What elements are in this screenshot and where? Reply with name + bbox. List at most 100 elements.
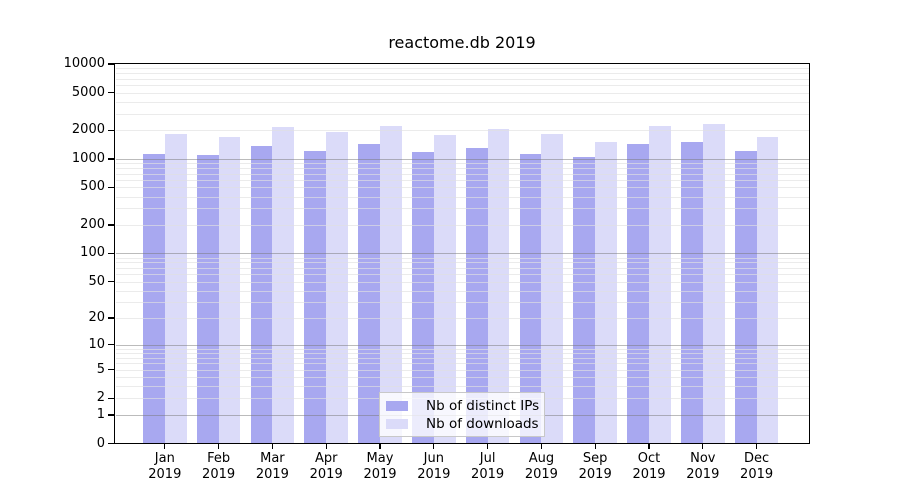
gridline-minor — [115, 130, 809, 132]
gridline-minor — [115, 262, 809, 264]
x-tick-mark — [217, 443, 220, 449]
y-tick-label: 20 — [88, 310, 105, 326]
y-tick-mark — [108, 91, 114, 94]
x-tick-month: Mar — [260, 451, 285, 466]
legend-label-downloads: Nb of downloads — [426, 416, 539, 432]
x-tick-mark — [540, 443, 543, 449]
legend-item-distinct-ips: Nb of distinct IPs — [386, 397, 544, 415]
x-tick-month: Oct — [637, 451, 661, 466]
bar-distinct-ips-jan — [143, 154, 165, 444]
x-tick-mark — [594, 443, 596, 449]
bar-distinct-ips-may — [358, 144, 380, 444]
gridline-major — [115, 253, 809, 255]
y-tick-label: 100 — [80, 245, 105, 261]
gridline-minor — [115, 386, 809, 388]
legend-swatch-downloads — [386, 419, 408, 429]
y-tick-mark — [108, 63, 114, 65]
gridline-minor — [115, 168, 809, 170]
y-tick-label: 2 — [96, 390, 105, 406]
y-tick-mark — [108, 397, 114, 399]
y-tick-mark — [108, 414, 114, 416]
y-tick-mark — [108, 317, 114, 319]
bar-downloads-aug — [541, 133, 564, 444]
gridline-minor — [115, 281, 809, 283]
gridline-minor — [115, 101, 809, 103]
gridline-minor — [115, 113, 809, 115]
x-tick-month: Dec — [744, 451, 770, 466]
bar-distinct-ips-aug — [519, 154, 542, 444]
bar-downloads-dec — [756, 137, 779, 444]
gridline-minor — [115, 173, 809, 175]
bar-distinct-ips-oct — [627, 143, 649, 444]
y-tick-mark — [108, 344, 114, 346]
gridline-minor — [115, 179, 809, 181]
x-tick-year: 2019 — [578, 467, 612, 482]
legend-label-distinct-ips: Nb of distinct IPs — [426, 398, 540, 414]
y-tick-label: 5000 — [71, 84, 105, 100]
bar-distinct-ips-jul — [465, 147, 488, 444]
gridline-major — [115, 158, 809, 160]
y-tick-mark — [108, 280, 114, 283]
legend-swatch-distinct-ips — [386, 401, 408, 411]
x-tick-year: 2019 — [148, 467, 182, 482]
gridline-major — [115, 344, 809, 346]
x-tick-year: 2019 — [471, 467, 505, 482]
gridline-minor — [115, 208, 809, 210]
bar-distinct-ips-nov — [681, 141, 703, 444]
bar-downloads-mar — [272, 126, 295, 444]
gridline-minor — [115, 348, 809, 350]
x-tick-year: 2019 — [417, 467, 451, 482]
y-tick-mark — [108, 442, 114, 445]
y-tick-mark — [108, 252, 114, 255]
gridline-minor — [115, 267, 809, 269]
x-tick-year: 2019 — [686, 467, 720, 482]
x-tick-mark — [325, 443, 327, 449]
x-tick-month: Jun — [423, 451, 444, 466]
legend: Nb of distinct IPs Nb of downloads — [379, 392, 545, 437]
bar-downloads-jan — [164, 134, 187, 444]
gridline-minor — [115, 73, 809, 75]
y-tick-label: 10 — [88, 336, 105, 352]
x-tick-month: Sep — [582, 451, 608, 466]
y-tick-label: 1 — [96, 407, 105, 423]
x-tick-year: 2019 — [255, 467, 289, 482]
x-tick-month: Jul — [479, 451, 496, 466]
x-tick-month: Feb — [207, 451, 231, 466]
gridline-minor — [115, 369, 809, 371]
y-tick-mark — [108, 186, 114, 189]
x-tick-year: 2019 — [740, 467, 774, 482]
x-tick-year: 2019 — [363, 467, 397, 482]
y-tick-mark — [108, 129, 114, 131]
gridline-minor — [115, 163, 809, 165]
bar-downloads-feb — [218, 136, 241, 444]
y-tick-label: 500 — [80, 179, 105, 195]
x-tick-mark — [164, 443, 166, 449]
x-tick-mark — [379, 443, 381, 449]
x-tick-month: Nov — [690, 451, 716, 466]
y-tick-label: 1000 — [71, 150, 105, 166]
bar-distinct-ips-feb — [196, 155, 219, 444]
bar-downloads-jul — [487, 128, 510, 444]
y-tick-label: 0 — [96, 435, 105, 451]
x-tick-mark — [486, 443, 489, 449]
gridline-minor — [115, 377, 809, 379]
gridline-minor — [115, 196, 809, 198]
gridline-minor — [115, 290, 809, 292]
gridline-minor — [115, 257, 809, 259]
x-tick-year: 2019 — [632, 467, 666, 482]
x-tick-mark — [271, 443, 274, 449]
gridline-minor — [115, 225, 809, 227]
x-tick-month: May — [366, 451, 394, 466]
y-tick-mark — [108, 369, 114, 371]
gridline-minor — [115, 357, 809, 359]
x-tick-year: 2019 — [202, 467, 236, 482]
x-tick-month: Apr — [314, 451, 338, 466]
bar-downloads-jun — [433, 134, 456, 444]
bar-distinct-ips-mar — [250, 146, 273, 444]
gridline-minor — [115, 68, 809, 70]
gridline-minor — [115, 353, 809, 355]
gridline-minor — [115, 92, 809, 94]
